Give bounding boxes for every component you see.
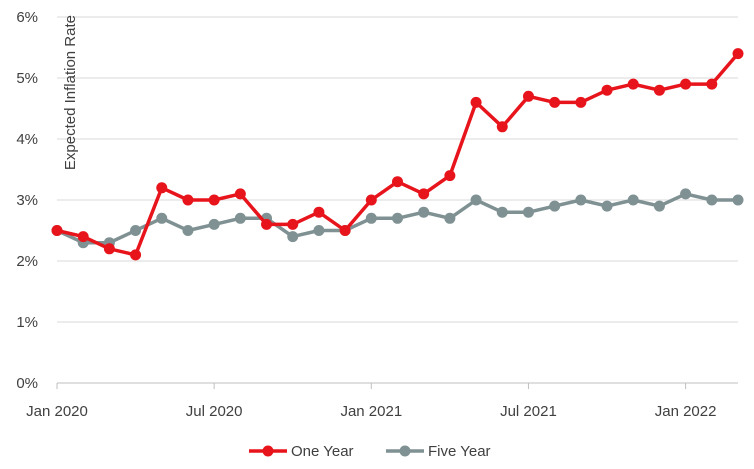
data-point-one-year [156, 182, 168, 194]
data-point-one-year [601, 84, 613, 96]
data-point-one-year [103, 243, 115, 255]
x-ticks: Jan 2020 Jul 2020 Jan 2021 Jul 2021 Jan 2022 [26, 383, 716, 420]
data-point-one-year [182, 194, 194, 206]
data-point-one-year [575, 96, 587, 108]
data-point-one-year [339, 225, 351, 236]
y-tick-labels: 0% 1% 2% 3% 4% 5% 6% [16, 9, 38, 392]
legend-item-five-year: Five Year [386, 443, 491, 460]
data-point-five-year [496, 206, 508, 218]
y-tick-label: 6% [16, 9, 38, 26]
data-point-five-year [549, 200, 561, 212]
data-point-one-year [418, 188, 430, 200]
data-point-one-year [130, 249, 142, 261]
y-axis-label: Expected Inflation Rate [62, 15, 79, 170]
data-point-one-year [549, 96, 561, 108]
data-point-five-year [287, 231, 299, 243]
data-point-one-year [77, 231, 89, 243]
data-point-five-year [680, 188, 692, 200]
data-point-one-year [470, 96, 482, 108]
data-point-one-year [496, 121, 508, 133]
data-point-five-year [182, 225, 194, 236]
data-point-five-year [627, 194, 639, 206]
data-point-one-year [444, 170, 456, 182]
data-point-five-year [418, 206, 430, 218]
data-point-one-year [680, 78, 692, 90]
legend-label: Five Year [428, 443, 491, 460]
grid-lines [57, 16, 738, 323]
legend-item-one-year: One Year [249, 443, 354, 460]
data-point-one-year [365, 194, 377, 206]
x-tick-label: Jan 2020 [26, 403, 88, 420]
data-point-five-year [444, 212, 456, 224]
legend: One Year Five Year [249, 443, 491, 460]
data-point-five-year [706, 194, 718, 206]
data-point-five-year [365, 212, 377, 224]
x-tick-label: Jan 2021 [340, 403, 402, 420]
series-group [51, 48, 744, 261]
x-tick-label: Jan 2022 [655, 403, 717, 420]
data-point-one-year [287, 218, 299, 230]
data-point-one-year [261, 218, 273, 230]
x-tick-label: Jul 2021 [500, 403, 557, 420]
data-point-five-year [313, 225, 325, 236]
data-point-one-year [234, 188, 246, 200]
y-tick-label: 4% [16, 131, 38, 148]
data-point-five-year [156, 212, 168, 224]
data-point-five-year [392, 212, 403, 224]
data-point-one-year [522, 90, 534, 102]
data-point-one-year [51, 225, 63, 236]
y-tick-label: 0% [16, 375, 38, 392]
data-point-five-year [130, 225, 142, 236]
data-point-five-year [653, 200, 665, 212]
series-one-year [51, 48, 744, 261]
data-point-five-year [601, 200, 613, 212]
legend-swatch-marker [399, 445, 411, 457]
data-point-one-year [208, 194, 220, 206]
data-point-one-year [706, 78, 718, 90]
data-point-one-year [653, 84, 665, 96]
data-point-five-year [208, 218, 220, 230]
y-tick-label: 3% [16, 192, 38, 209]
data-point-five-year [470, 194, 482, 206]
data-point-five-year [575, 194, 587, 206]
legend-label: One Year [291, 443, 354, 460]
y-tick-label: 1% [16, 314, 38, 331]
data-point-one-year [732, 48, 744, 60]
data-point-five-year [234, 212, 246, 224]
x-tick-label: Jul 2020 [186, 403, 243, 420]
y-tick-label: 5% [16, 70, 38, 87]
y-tick-label: 2% [16, 253, 38, 270]
data-point-one-year [392, 176, 403, 188]
data-point-one-year [627, 78, 639, 90]
legend-swatch-marker [262, 445, 274, 457]
series-five-year [51, 188, 744, 249]
data-point-one-year [313, 206, 325, 218]
data-point-five-year [732, 194, 744, 206]
data-point-five-year [522, 206, 534, 218]
